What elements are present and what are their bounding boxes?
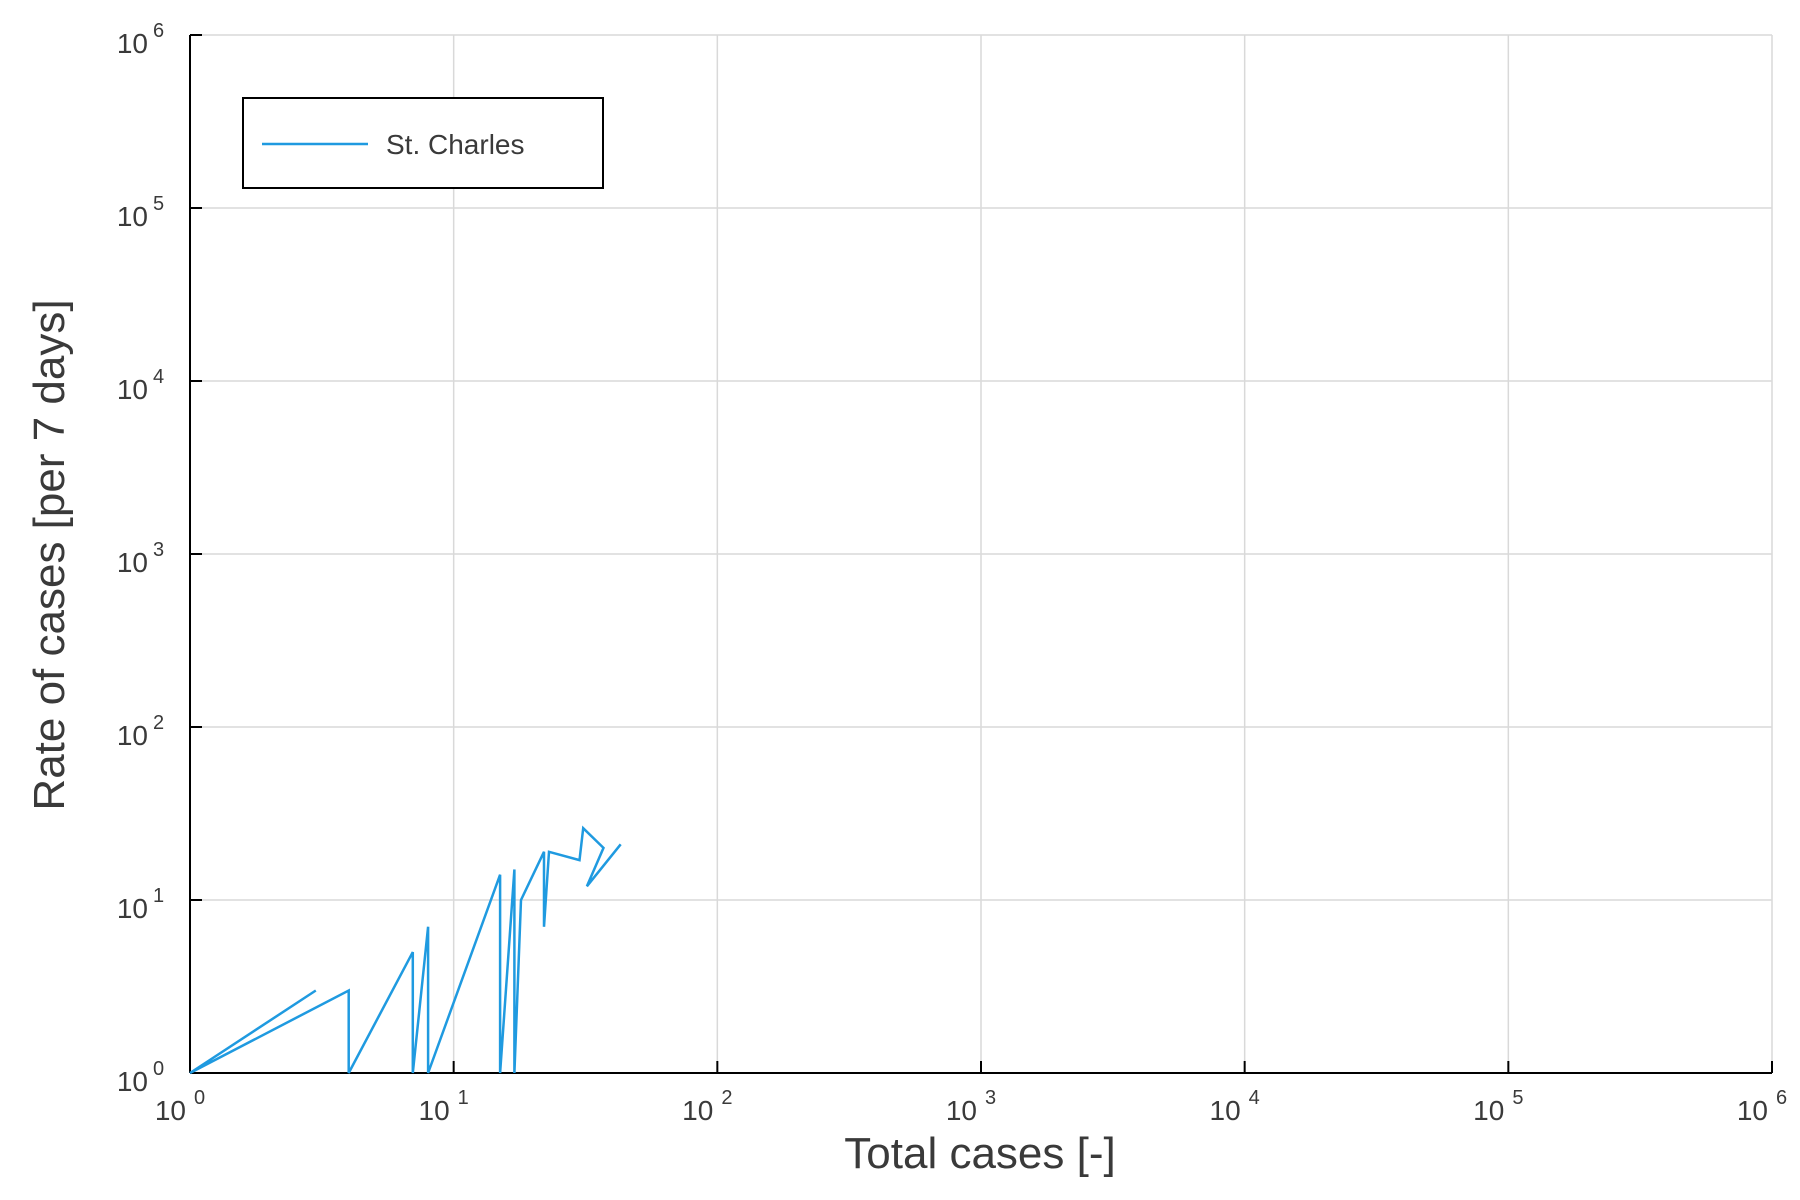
y-axis-label: Rate of cases [per 7 days] [25, 299, 74, 810]
x-tick-exponent-1: 1 [458, 1087, 469, 1109]
x-tick-label-4: 10 [1210, 1095, 1241, 1126]
y-tick-exponent-1: 1 [153, 885, 164, 907]
y-tick-label-3: 10 [117, 547, 148, 578]
y-tick-exponent-6: 6 [153, 20, 164, 42]
x-tick-exponent-5: 5 [1512, 1087, 1523, 1109]
x-tick-exponent-3: 3 [985, 1087, 996, 1109]
legend-label-st-charles: St. Charles [386, 129, 525, 160]
y-tick-exponent-4: 4 [153, 366, 164, 388]
x-tick-label-2: 10 [682, 1095, 713, 1126]
x-tick-exponent-0: 0 [194, 1087, 205, 1109]
y-tick-label-2: 10 [117, 720, 148, 751]
y-tick-label-6: 10 [117, 28, 148, 59]
x-tick-exponent-4: 4 [1249, 1087, 1260, 1109]
legend: St. Charles [242, 97, 604, 189]
y-tick-label-5: 10 [117, 201, 148, 232]
y-tick-exponent-2: 2 [153, 712, 164, 734]
x-tick-label-5: 10 [1473, 1095, 1504, 1126]
x-tick-exponent-2: 2 [721, 1087, 732, 1109]
y-tick-label-4: 10 [117, 374, 148, 405]
y-tick-exponent-0: 0 [153, 1058, 164, 1080]
x-axis-label: Total cases [-] [844, 1129, 1115, 1178]
y-tick-exponent-3: 3 [153, 539, 164, 561]
series-line-0 [189, 825, 622, 1075]
x-tick-label-0: 10 [155, 1095, 186, 1126]
axes [189, 34, 1773, 1074]
y-tick-exponent-5: 5 [153, 193, 164, 215]
tick-labels: 10 0 10 1 10 2 10 3 10 4 10 5 10 610 010 110 210 310 410 51… [117, 20, 1787, 1126]
x-tick-exponent-6: 6 [1776, 1087, 1787, 1109]
y-tick-label-1: 10 [117, 893, 148, 924]
y-tick-label-0: 10 [117, 1066, 148, 1097]
x-tick-label-3: 10 [946, 1095, 977, 1126]
series-layer [189, 825, 622, 1075]
x-tick-label-1: 10 [419, 1095, 450, 1126]
x-tick-label-6: 10 [1737, 1095, 1768, 1126]
